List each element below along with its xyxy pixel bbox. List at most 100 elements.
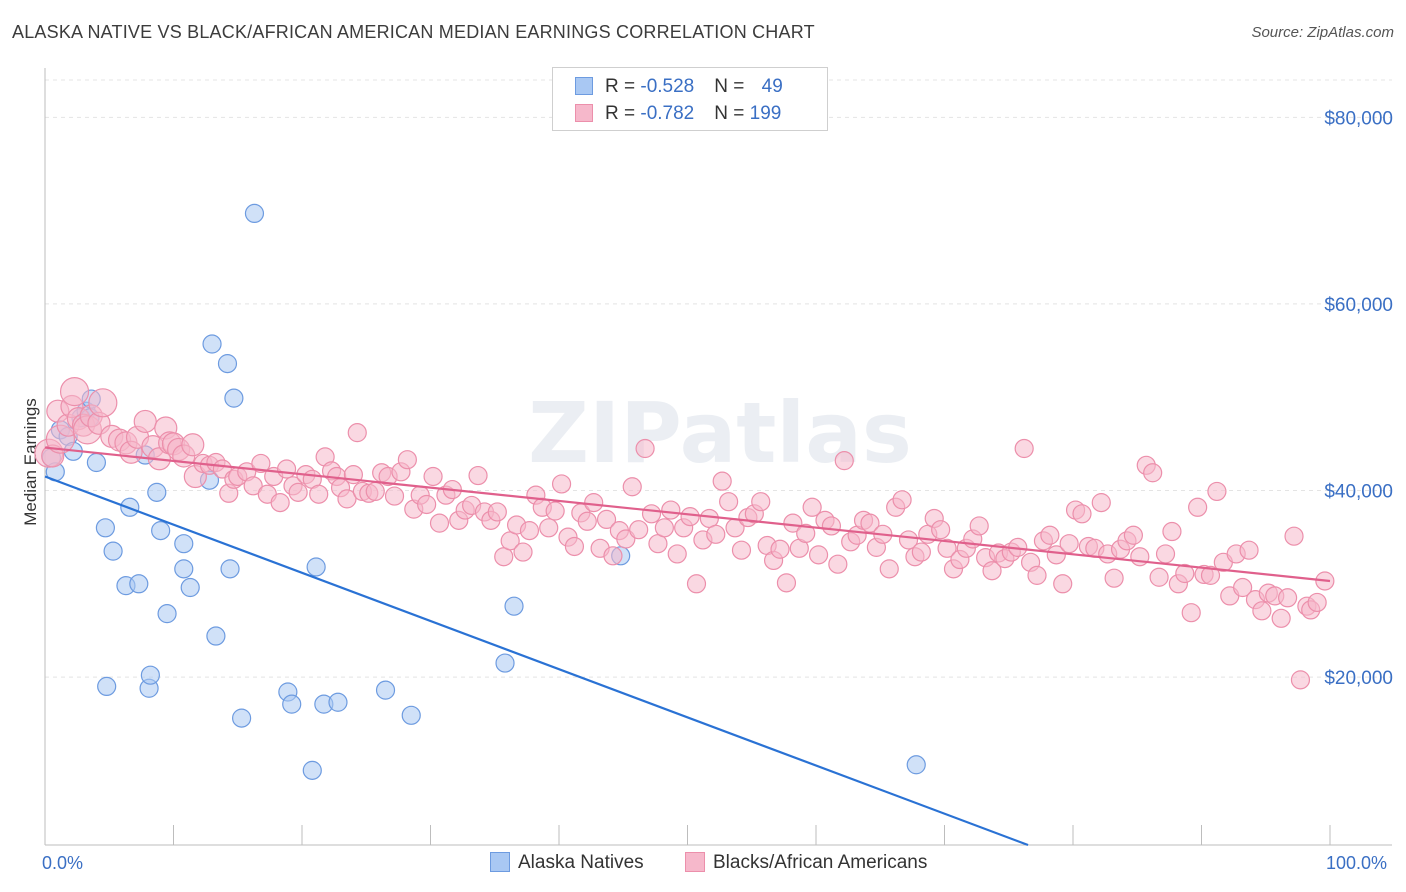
blacks-point	[1188, 497, 1208, 517]
alaska-natives-point	[217, 354, 238, 374]
grid-lines	[45, 79, 1392, 678]
alaska-natives-point	[95, 518, 115, 538]
blacks-point	[1290, 670, 1311, 690]
blacks-point	[251, 453, 271, 474]
blacks-point	[751, 492, 771, 512]
alaska-natives-point	[97, 676, 117, 697]
blacks-point	[834, 451, 854, 471]
blacks-point	[270, 493, 290, 513]
blacks-point	[577, 511, 597, 531]
blacks-point	[1207, 481, 1227, 502]
blacks-point	[1233, 577, 1253, 598]
alaska-natives-point	[495, 653, 515, 673]
y-tick-label: $60,000	[1324, 295, 1393, 316]
alaska-natives-point	[202, 334, 222, 354]
blacks-point	[487, 502, 507, 522]
blacks-point	[309, 484, 329, 504]
r-label: R =	[605, 103, 641, 124]
blacks-point	[654, 518, 674, 538]
blacks-point	[892, 490, 912, 510]
bottom-legend-alaska: Alaska Natives	[490, 852, 644, 874]
blacks-point	[429, 513, 450, 533]
bottom-swatch-pink	[685, 852, 705, 872]
alaska-natives-point	[86, 452, 107, 473]
legend: R = -0.528 N = 49 R = -0.782 N = 199	[552, 67, 828, 131]
blacks-point	[796, 523, 816, 544]
blacks-point	[828, 554, 848, 574]
bottom-legend-blacks: Blacks/African Americans	[685, 852, 927, 874]
alaska-natives-point	[157, 604, 177, 624]
blacks-point	[1130, 547, 1150, 567]
blacks-point	[468, 465, 488, 486]
blacks-point	[629, 520, 649, 540]
alaska-natives-point	[906, 755, 926, 775]
r-value: -0.782	[640, 103, 695, 124]
blacks-point	[243, 476, 263, 496]
blacks-point	[1162, 521, 1182, 542]
bottom-legend-label: Alaska Natives	[518, 852, 644, 873]
blacks-point	[616, 529, 636, 549]
blacks-point	[1143, 463, 1163, 483]
blacks-point	[551, 474, 572, 494]
n-value: 49	[761, 76, 783, 97]
y-tick-label: $20,000	[1324, 668, 1393, 689]
blacks-point	[1046, 545, 1066, 565]
alaska-natives-point	[129, 574, 149, 594]
blacks-point	[365, 481, 385, 502]
legend-swatch-pink	[575, 104, 593, 122]
blacks-point	[667, 544, 687, 564]
alaska-natives-point	[302, 760, 322, 780]
blacks-point	[1284, 526, 1304, 546]
alaska-natives-point	[306, 557, 326, 577]
bottom-legend-label: Blacks/African Americans	[713, 852, 928, 873]
blacks-point	[776, 573, 797, 593]
blacks-point	[661, 500, 681, 520]
blacks-point	[1123, 525, 1143, 545]
blacks-point	[641, 504, 662, 524]
n-value: 199	[749, 103, 782, 124]
blacks-point	[1271, 608, 1291, 628]
x-tick-min: 0.0%	[42, 853, 84, 873]
blacks-point	[181, 433, 205, 457]
blacks-point	[88, 388, 118, 418]
alaska-natives-point	[328, 692, 348, 712]
blacks-point	[417, 494, 437, 515]
alaska-natives-point	[180, 577, 200, 598]
blacks-point	[770, 539, 790, 559]
blacks-point	[706, 524, 726, 544]
blacks-point	[584, 493, 604, 513]
r-label: R =	[605, 76, 641, 97]
blacks-point	[59, 376, 90, 407]
bottom-swatch-blue	[490, 852, 510, 872]
alaska-natives-point	[206, 626, 226, 646]
alaska-natives-point	[504, 596, 524, 616]
blacks-point	[635, 438, 655, 459]
blacks-point	[1104, 568, 1124, 588]
source-label: Source: ZipAtlas.com	[1251, 24, 1394, 41]
blacks-point	[288, 482, 308, 502]
alaska-natives-point	[147, 482, 167, 502]
alaska-natives-point	[151, 521, 171, 541]
alaska-natives-trend-line	[44, 475, 1029, 847]
blacks-point	[384, 486, 405, 506]
blacks-point	[622, 477, 642, 497]
blacks-point	[898, 530, 919, 550]
blacks-point	[1040, 525, 1060, 545]
blacks-point	[397, 450, 417, 470]
chart-title: ALASKA NATIVE VS BLACK/AFRICAN AMERICAN …	[12, 22, 815, 42]
blacks-point	[539, 518, 559, 538]
blacks-point	[276, 459, 297, 479]
blacks-point	[1175, 563, 1195, 584]
blacks-point	[564, 536, 585, 557]
alaska-natives-point	[401, 705, 421, 725]
blacks-point	[1252, 601, 1272, 621]
blacks-point	[731, 540, 752, 560]
alaska-natives-point	[103, 541, 123, 561]
blacks-point	[712, 471, 732, 491]
alaska-natives-point	[232, 708, 252, 728]
blacks-point	[1239, 540, 1259, 560]
trend-lines	[44, 446, 1331, 847]
blacks-point	[719, 492, 739, 512]
blacks-point	[821, 516, 842, 536]
blacks-point	[519, 521, 540, 541]
